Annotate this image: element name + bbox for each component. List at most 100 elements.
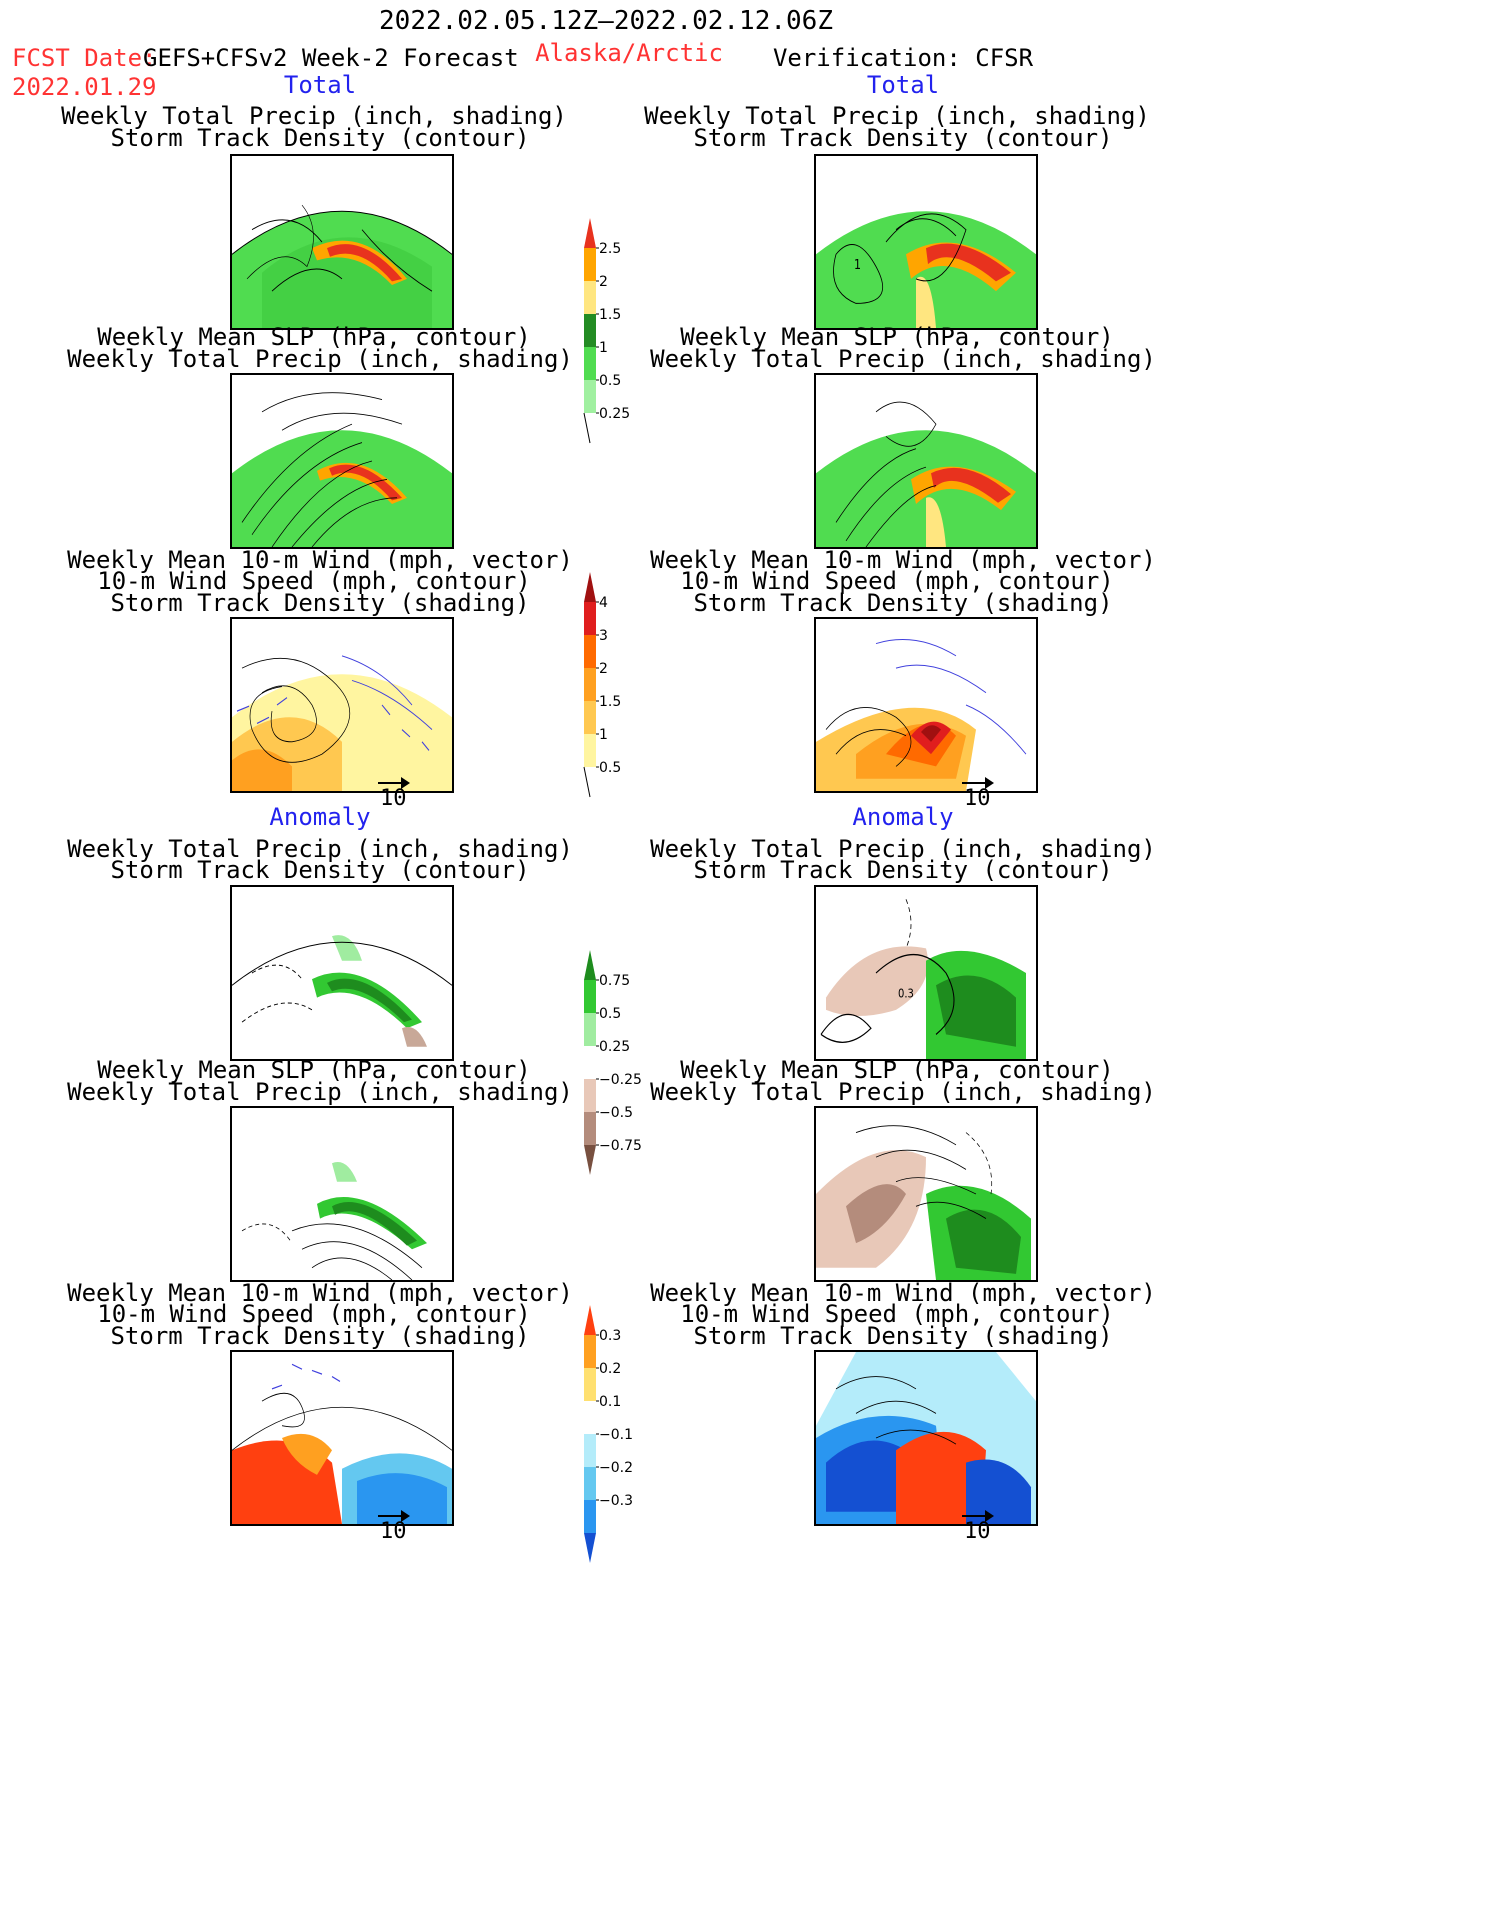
colorbar-bottom-tail [583, 766, 591, 798]
colorbar-tick-label: 1 [599, 340, 608, 356]
colorbar-tick-label: 0.2 [599, 1361, 621, 1377]
panel-title-line: Weekly Total Precip (inch, shading) [650, 345, 1156, 373]
colorbar-segment [584, 1046, 596, 1079]
map-fcst-anom-precip-track [230, 885, 454, 1061]
colorbar-top-triangle [584, 950, 596, 980]
map-cfsr-anom-precip-track: 0.3 [814, 885, 1038, 1061]
contour-label: 0.3 [898, 987, 914, 1001]
panel-title-line: Weekly Mean SLP (hPa, contour) [97, 323, 531, 351]
panel-title-line: 10-m Wind Speed (mph, contour) [97, 567, 531, 595]
fcst-date-value: 2022.01.29 [12, 73, 157, 101]
colorbar-segment [584, 635, 596, 668]
panel-title-line: Storm Track Density (contour) [693, 856, 1113, 884]
colorbar-tick-label: 0.75 [599, 973, 630, 989]
panel-title-line: Storm Track Density (contour) [110, 856, 530, 884]
colorbar-segment [584, 1013, 596, 1046]
colorbar-tick-label: 0.3 [599, 1328, 621, 1344]
panel-title-line: Weekly Mean 10-m Wind (mph, vector) [650, 546, 1156, 574]
colorbar-segment [584, 380, 596, 413]
colorbar-tick-label: 1.5 [599, 694, 621, 710]
panel-title-line: Weekly Total Precip (inch, shading) [67, 835, 573, 863]
colorbar-tick-label: −0.1 [599, 1427, 633, 1443]
vector-reference-label: 10 [964, 786, 991, 811]
colorbar-segment [584, 1079, 596, 1112]
section-total-right: Total [866, 71, 940, 99]
panel-title-line: Weekly Mean SLP (hPa, contour) [680, 323, 1114, 351]
vector-reference-arrow [378, 777, 410, 789]
map-cfsr-anom-slp-precip [814, 1106, 1038, 1282]
colorbar-precip-anomaly: 0.75 0.5 0.25 −0.25 −0.5 −0.75 [580, 950, 650, 1182]
colorbar-top-triangle [584, 572, 596, 602]
vector-reference-label: 10 [964, 1519, 991, 1544]
colorbar-bottom-triangle [584, 1533, 596, 1563]
colorbar-tick-label: 2 [599, 661, 608, 677]
colorbar-precip-total: 2.5 2 1.5 1 0.5 0.25 [580, 218, 650, 450]
section-anomaly-right: Anomaly [852, 803, 954, 831]
colorbar-tick-label: 2.5 [599, 241, 621, 257]
colorbar-tick-label: 0.5 [599, 1006, 621, 1022]
colorbar-segment [584, 1112, 596, 1145]
colorbar-storm-track-total: 4 3 2 1.5 1 0.5 [580, 572, 650, 804]
panel-title-line: Storm Track Density (shading) [693, 1322, 1113, 1350]
panel-title-line: Weekly Mean 10-m Wind (mph, vector) [67, 1279, 573, 1307]
colorbar-storm-track-anomaly: 0.3 0.2 0.1 −0.1 −0.2 −0.3 [580, 1305, 650, 1563]
region-title: Alaska/Arctic [535, 39, 723, 67]
colorbar-segment [584, 1434, 596, 1467]
colorbar-tick-label: −0.25 [599, 1072, 642, 1088]
section-total-left: Total [283, 71, 357, 99]
colorbar-tick-label: −0.5 [599, 1105, 633, 1121]
colorbar-segment [584, 734, 596, 767]
colorbar-segment [584, 701, 596, 734]
colorbar-segment [584, 1401, 596, 1434]
contour-label: 1 [854, 257, 861, 272]
map-cfsr-anom-wind-track [814, 1350, 1038, 1526]
panel-title-line: 10-m Wind Speed (mph, contour) [680, 567, 1114, 595]
colorbar-segment [584, 248, 596, 281]
colorbar-tick-label: 0.1 [599, 1394, 621, 1410]
vector-reference-label: 10 [380, 1519, 407, 1544]
panel-title-line: Weekly Mean SLP (hPa, contour) [680, 1056, 1114, 1084]
panel-title-line: Weekly Mean 10-m Wind (mph, vector) [67, 546, 573, 574]
colorbar-tick-label: −0.2 [599, 1460, 633, 1476]
panel-title-line: Storm Track Density (shading) [693, 589, 1113, 617]
section-anomaly-left: Anomaly [269, 803, 371, 831]
panel-title-line: Storm Track Density (shading) [110, 1322, 530, 1350]
date-range-title: 2022.02.05.12Z–2022.02.12.06Z [379, 6, 833, 36]
panel-title-line: 10-m Wind Speed (mph, contour) [97, 1300, 531, 1328]
colorbar-tick-label: 2 [599, 274, 608, 290]
colorbar-segment [584, 1368, 596, 1401]
vector-reference-arrow [378, 1510, 410, 1522]
colorbar-bottom-tail [583, 412, 591, 444]
colorbar-tick-label: −0.3 [599, 1493, 633, 1509]
colorbar-segment [584, 980, 596, 1013]
colorbar-segment [584, 347, 596, 380]
verification-title: Verification: CFSR [772, 44, 1034, 72]
panel-title-line: Weekly Mean 10-m Wind (mph, vector) [650, 1279, 1156, 1307]
colorbar-segment [584, 1467, 596, 1500]
panel-title-line: Weekly Total Precip (inch, shading) [67, 345, 573, 373]
map-fcst-total-wind-track [230, 617, 454, 793]
panel-title-line: Storm Track Density (contour) [110, 124, 530, 152]
map-fcst-total-slp-precip [230, 373, 454, 549]
colorbar-segment [584, 1500, 596, 1533]
panel-title-line: Weekly Total Precip (inch, shading) [644, 102, 1150, 130]
colorbar-bottom-triangle [584, 1145, 596, 1175]
colorbar-tick-label: 4 [599, 595, 608, 611]
panel-title-line: Weekly Mean SLP (hPa, contour) [97, 1056, 531, 1084]
colorbar-top-triangle [584, 1305, 596, 1335]
colorbar-tick-label: 3 [599, 628, 608, 644]
colorbar-tick-label: −0.75 [599, 1138, 642, 1154]
colorbar-tick-label: 1.5 [599, 307, 621, 323]
panel-title-line: Weekly Total Precip (inch, shading) [650, 1078, 1156, 1106]
colorbar-segment [584, 668, 596, 701]
colorbar-segment [584, 314, 596, 347]
map-cfsr-total-precip-track: 1 [814, 154, 1038, 330]
panel-title-line: Weekly Total Precip (inch, shading) [67, 1078, 573, 1106]
colorbar-tick-label: 0.5 [599, 760, 621, 776]
panel-title-line: Weekly Total Precip (inch, shading) [650, 835, 1156, 863]
colorbar-segment [584, 281, 596, 314]
map-cfsr-total-slp-precip [814, 373, 1038, 549]
panel-title-line: Storm Track Density (shading) [110, 589, 530, 617]
panel-title-line: 10-m Wind Speed (mph, contour) [680, 1300, 1114, 1328]
map-fcst-anom-slp-precip [230, 1106, 454, 1282]
